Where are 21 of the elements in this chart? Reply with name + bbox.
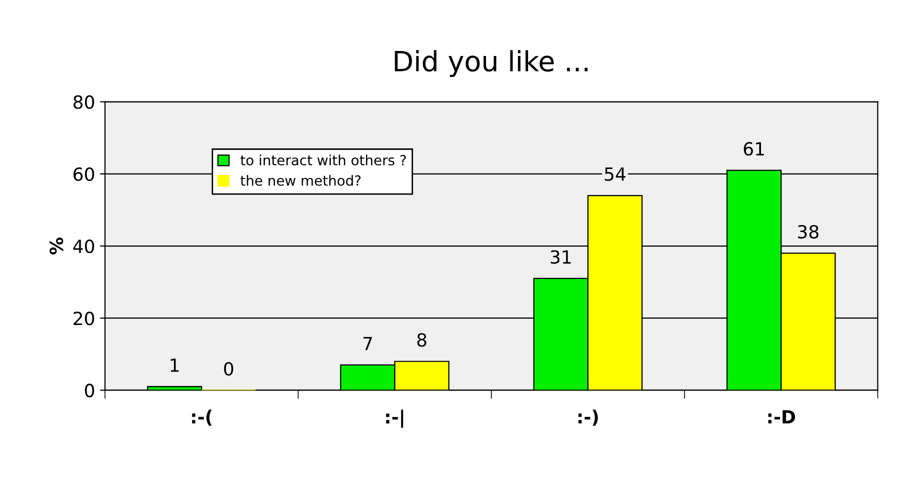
data-label: 8 — [417, 333, 426, 347]
y-axis-title: % — [50, 238, 64, 254]
x-tick-label: :-D — [768, 410, 796, 424]
y-tick-label: 20 — [74, 312, 94, 326]
y-tick-label: 0 — [84, 384, 94, 398]
x-tick-label: :-| — [386, 410, 404, 428]
data-label: 0 — [224, 362, 234, 376]
data-label: 1 — [170, 358, 179, 372]
y-tick-label: 60 — [74, 167, 94, 182]
data-label: 61 — [744, 142, 764, 156]
y-tick-label: 40 — [73, 239, 94, 254]
x-tick-label: :-( — [192, 410, 212, 426]
legend-label: to interact with others ? — [240, 154, 406, 166]
data-label: 38 — [798, 224, 818, 239]
legend-label: the new method? — [240, 175, 361, 186]
data-label: 54 — [604, 168, 626, 181]
data-label: 7 — [363, 336, 372, 350]
x-tick-label: :-) — [578, 410, 598, 426]
y-tick-label: 80 — [74, 95, 94, 109]
chart-title: Did you like ... — [394, 50, 588, 78]
data-label: 31 — [550, 250, 571, 264]
